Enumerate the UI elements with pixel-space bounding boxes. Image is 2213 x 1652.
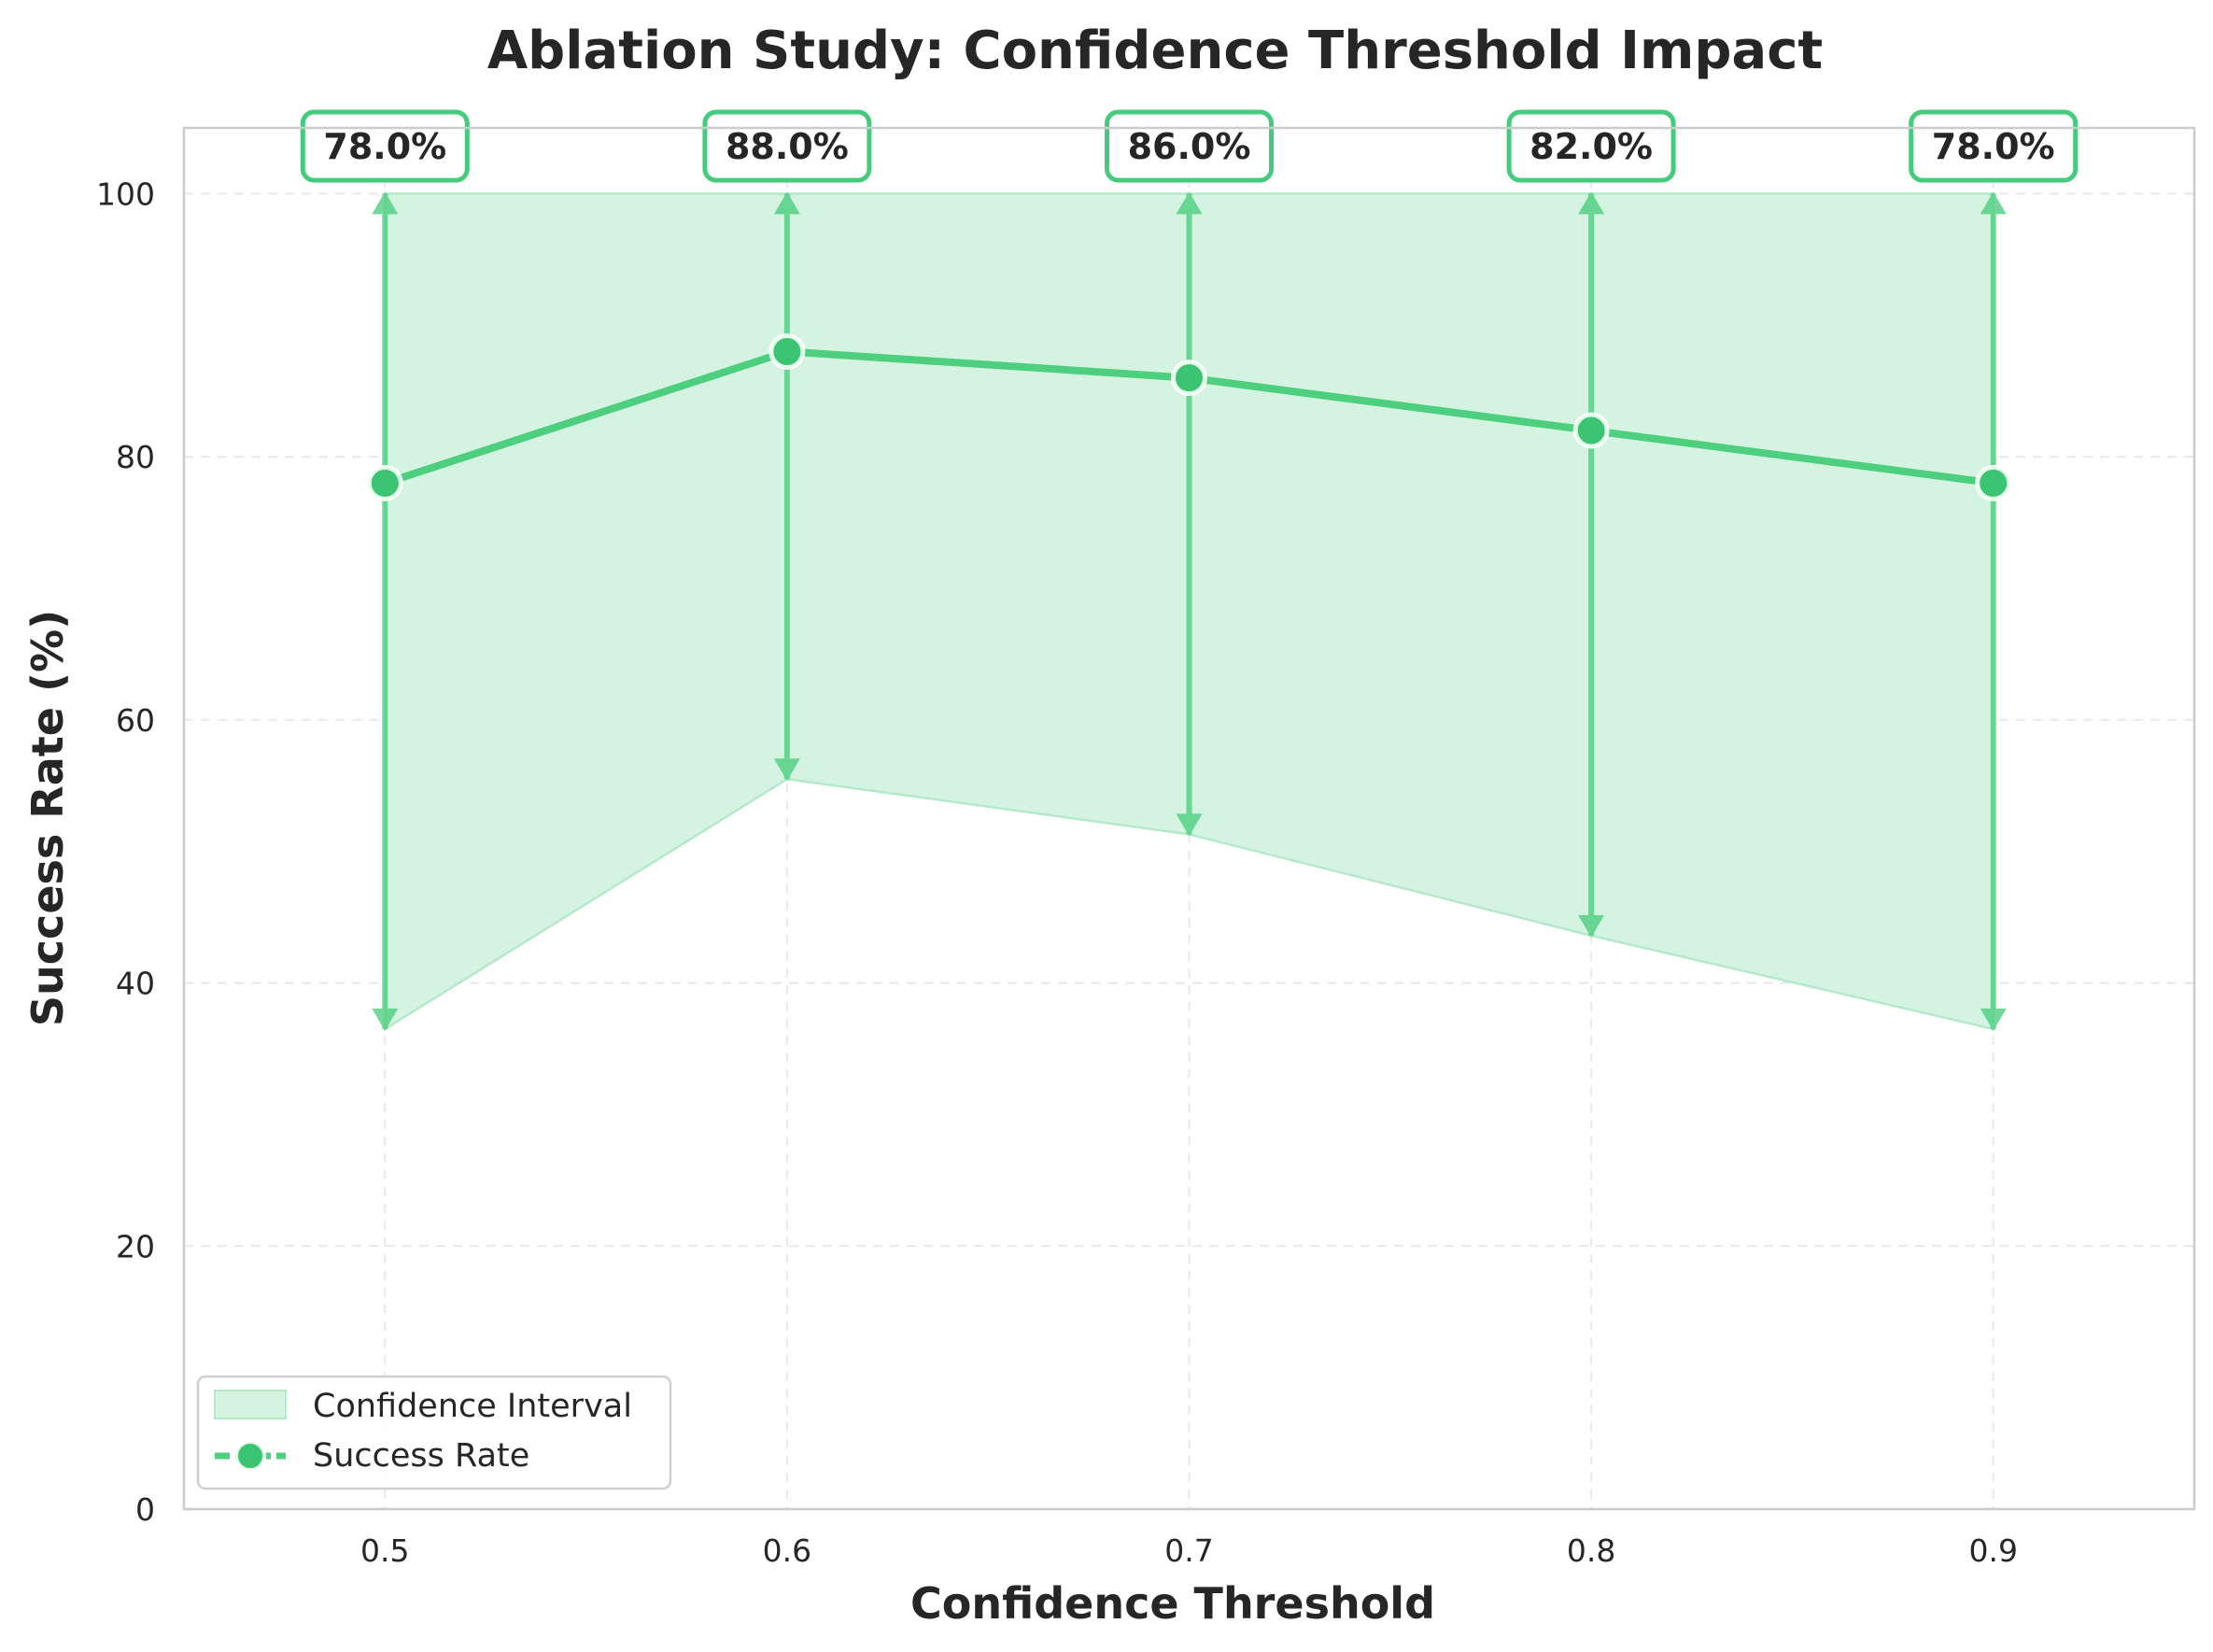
error-bar-down-arrow <box>1176 813 1203 837</box>
error-bar-up-arrow <box>372 191 399 215</box>
error-bar <box>1176 191 1203 837</box>
y-tick-label: 20 <box>116 1228 155 1264</box>
data-label-box: 78.0% <box>300 109 470 183</box>
data-label-box: 86.0% <box>1105 109 1274 183</box>
x-tick-label: 0.8 <box>1567 1532 1615 1569</box>
y-axis-label: Success Rate (%) <box>22 610 73 1026</box>
success-rate-point <box>768 332 806 370</box>
y-tick-label: 80 <box>116 439 155 475</box>
error-bar-down-arrow <box>1578 914 1605 938</box>
x-tick-label: 0.7 <box>1164 1532 1213 1569</box>
error-bar <box>1980 191 2007 1031</box>
error-bar-up-arrow <box>1176 191 1203 215</box>
error-bar <box>372 191 399 1031</box>
y-tick-label: 0 <box>135 1491 155 1528</box>
legend: Confidence Interval Success Rate <box>196 1375 672 1490</box>
data-label: 78.0% <box>323 126 446 167</box>
error-bar <box>773 191 800 782</box>
legend-confidence-interval-label: Confidence Interval <box>313 1388 632 1425</box>
data-label: 78.0% <box>1932 126 2055 167</box>
x-axis-label: Confidence Threshold <box>910 1578 1435 1629</box>
data-label: 82.0% <box>1529 126 1653 167</box>
x-tick-label: 0.9 <box>1968 1532 2017 1569</box>
error-bar-up-arrow <box>1980 191 2007 215</box>
error-bar-down-arrow <box>1980 1008 2007 1031</box>
y-tick-label: 60 <box>116 702 155 739</box>
y-tick-label: 100 <box>96 176 155 212</box>
data-label: 86.0% <box>1128 126 1251 167</box>
error-bar-down-arrow <box>372 1008 399 1031</box>
success-rate-point <box>366 464 403 501</box>
error-bars <box>372 191 2007 1031</box>
legend-confidence-interval-swatch <box>214 1390 287 1419</box>
x-tick-label: 0.6 <box>763 1532 811 1569</box>
legend-success-rate-marker-swatch <box>234 1440 266 1472</box>
success-rate-point <box>1572 412 1610 449</box>
x-tick-label: 0.5 <box>360 1532 409 1569</box>
legend-frame <box>196 1375 672 1490</box>
data-label: 88.0% <box>726 126 849 167</box>
data-label-box: 82.0% <box>1506 109 1676 183</box>
y-tick-label: 40 <box>116 966 155 1002</box>
error-bar-up-arrow <box>773 191 800 215</box>
error-bar-down-arrow <box>773 758 800 782</box>
axis-ticks: 0 20 40 60 80 100 0.5 0.6 0.7 0.8 0.9 <box>96 176 2018 1569</box>
chart-title: Ablation Study: Confidence Threshold Imp… <box>487 21 1823 81</box>
data-label-box: 88.0% <box>702 109 872 183</box>
success-rate-series <box>366 332 2012 501</box>
legend-success-rate-label: Success Rate <box>313 1437 529 1475</box>
plot-frame <box>182 126 2196 1511</box>
data-labels: 78.0% 88.0% 86.0% 82.0% 78.0% <box>300 109 2079 183</box>
error-bar-up-arrow <box>1578 191 1605 215</box>
data-label-box: 78.0% <box>1909 109 2079 183</box>
error-bar <box>1578 191 1605 938</box>
success-rate-point <box>1171 360 1207 397</box>
success-rate-point <box>1975 464 2012 501</box>
